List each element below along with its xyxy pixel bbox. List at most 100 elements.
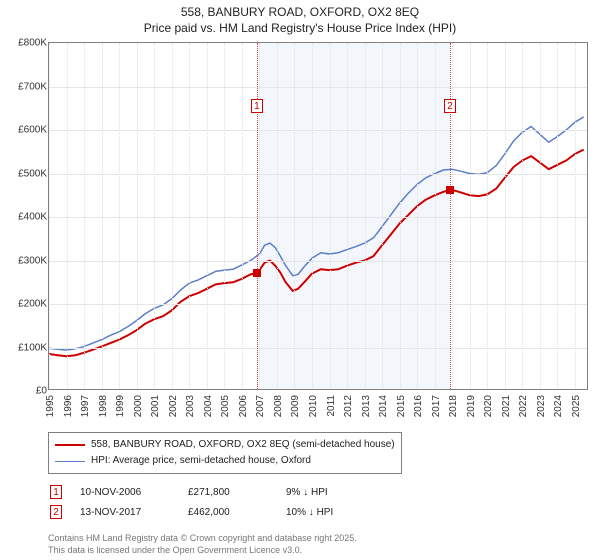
x-axis-label: 2003 [185,395,196,417]
gridline-v [242,43,243,389]
gridline-v [294,43,295,389]
x-axis-label: 1997 [80,395,91,417]
gridline-v [470,43,471,389]
legend-swatch [55,444,85,446]
gridline-v [575,43,576,389]
gridline-v [277,43,278,389]
gridline-v [259,43,260,389]
x-axis-label: 2013 [361,395,372,417]
x-axis-label: 2017 [431,395,442,417]
gridline-v [102,43,103,389]
y-axis-label: £200K [7,299,47,310]
x-axis-label: 2024 [553,395,564,417]
legend-swatch [55,461,85,462]
gridline-v [330,43,331,389]
y-axis-label: £700K [7,81,47,92]
x-axis-label: 2007 [255,395,266,417]
gridline-v [67,43,68,389]
x-axis-label: 2012 [343,395,354,417]
x-axis-label: 2022 [518,395,529,417]
x-axis-label: 2023 [536,395,547,417]
x-axis-label: 2008 [273,395,284,417]
sale-point [253,269,261,277]
title-line-2: Price paid vs. HM Land Registry's House … [0,20,600,36]
gridline-v [49,43,50,389]
gridline-v [224,43,225,389]
legend-box: 558, BANBURY ROAD, OXFORD, OX2 8EQ (semi… [48,432,402,474]
x-axis-label: 1995 [45,395,56,417]
gridline-v [452,43,453,389]
x-axis-label: 2011 [326,395,337,417]
gridline-v [435,43,436,389]
x-axis-label: 2006 [238,395,249,417]
gridline-v [417,43,418,389]
sales-diff: 9% ↓ HPI [286,487,406,498]
plot-area: £0£100K£200K£300K£400K£500K£600K£700K£80… [48,42,588,390]
gridline-v [137,43,138,389]
sales-date: 10-NOV-2006 [80,487,170,498]
legend-row: 558, BANBURY ROAD, OXFORD, OX2 8EQ (semi… [55,437,395,453]
footer-line-1: Contains HM Land Registry data © Crown c… [48,532,357,544]
sales-row: 1 10-NOV-2006 £271,800 9% ↓ HPI [48,482,588,502]
plot-wrap: £0£100K£200K£300K£400K£500K£600K£700K£80… [48,42,588,390]
sales-price: £462,000 [188,507,268,518]
y-axis-label: £500K [7,168,47,179]
title-line-1: 558, BANBURY ROAD, OXFORD, OX2 8EQ [0,4,600,20]
gridline-h [49,348,587,349]
gridline-h [49,217,587,218]
gridline-v [207,43,208,389]
x-axis-label: 2004 [203,395,214,417]
sales-price: £271,800 [188,487,268,498]
gridline-v [540,43,541,389]
footer-line-2: This data is licensed under the Open Gov… [48,544,357,556]
marker-box: 2 [444,99,456,113]
x-axis-label: 2009 [290,395,301,417]
x-axis-label: 2019 [466,395,477,417]
gridline-v [119,43,120,389]
gridline-v [382,43,383,389]
x-axis-label: 2010 [308,395,319,417]
series-hpi [49,117,584,350]
x-axis-label: 2016 [413,395,424,417]
y-axis-label: £300K [7,255,47,266]
footer-note: Contains HM Land Registry data © Crown c… [48,532,357,556]
y-axis-label: £800K [7,38,47,49]
gridline-v [347,43,348,389]
sale-point [446,186,454,194]
gridline-v [557,43,558,389]
gridline-v [312,43,313,389]
gridline-v [84,43,85,389]
x-axis-label: 2025 [571,395,582,417]
x-axis-label: 1999 [115,395,126,417]
x-axis-label: 1996 [63,395,74,417]
marker-line [257,43,258,389]
legend-label: HPI: Average price, semi-detached house,… [91,453,311,469]
y-axis-label: £400K [7,212,47,223]
gridline-v [505,43,506,389]
gridline-h [49,87,587,88]
x-axis-label: 2000 [133,395,144,417]
gridline-v [154,43,155,389]
gridline-v [522,43,523,389]
x-axis-label: 2018 [448,395,459,417]
y-axis-label: £100K [7,342,47,353]
gridline-v [400,43,401,389]
x-axis-label: 2005 [220,395,231,417]
gridline-h [49,304,587,305]
x-axis-label: 2002 [168,395,179,417]
x-axis-label: 1998 [98,395,109,417]
sales-marker: 2 [50,505,62,519]
gridline-v [365,43,366,389]
legend-label: 558, BANBURY ROAD, OXFORD, OX2 8EQ (semi… [91,437,395,453]
gridline-h [49,174,587,175]
y-axis-label: £600K [7,125,47,136]
sales-marker: 1 [50,485,62,499]
y-axis-label: £0 [7,386,47,397]
x-axis-label: 2014 [378,395,389,417]
gridline-v [487,43,488,389]
sales-date: 13-NOV-2017 [80,507,170,518]
marker-line [450,43,451,389]
gridline-h [49,261,587,262]
legend-and-table: 558, BANBURY ROAD, OXFORD, OX2 8EQ (semi… [48,432,588,522]
gridline-v [172,43,173,389]
